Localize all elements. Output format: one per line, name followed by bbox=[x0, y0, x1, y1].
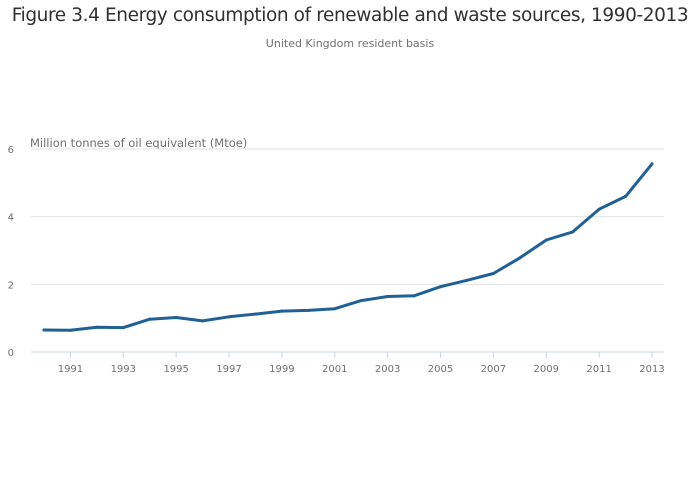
x-tick-label: 2009 bbox=[534, 364, 559, 375]
data-point[interactable] bbox=[201, 319, 205, 323]
x-tick-label: 2011 bbox=[586, 364, 611, 375]
data-point[interactable] bbox=[68, 328, 72, 332]
data-point[interactable] bbox=[306, 308, 310, 312]
data-point[interactable] bbox=[597, 207, 601, 211]
x-tick-label: 2007 bbox=[481, 364, 506, 375]
x-tick-label: 1991 bbox=[58, 364, 83, 375]
data-point[interactable] bbox=[544, 238, 548, 242]
y-tick-label: 0 bbox=[8, 348, 14, 359]
x-axis: 1991 1993 1995 1997 1999 2001 2003 2005 2007 2009… bbox=[31, 351, 665, 375]
data-point[interactable] bbox=[253, 312, 257, 316]
data-point[interactable] bbox=[148, 317, 152, 321]
data-point[interactable] bbox=[386, 295, 390, 299]
x-tick-label: 1999 bbox=[269, 364, 294, 375]
data-point[interactable] bbox=[650, 162, 654, 166]
data-point[interactable] bbox=[174, 315, 178, 319]
y-axis-ticks: 0 2 4 6 bbox=[8, 145, 14, 359]
x-tick-label: 2005 bbox=[428, 364, 453, 375]
x-tick-label: 2013 bbox=[639, 364, 664, 375]
series-group bbox=[42, 162, 654, 332]
data-point[interactable] bbox=[121, 326, 125, 330]
chart-title: Figure 3.4 Energy consumption of renewab… bbox=[11, 5, 689, 26]
data-point[interactable] bbox=[280, 309, 284, 313]
data-point[interactable] bbox=[465, 278, 469, 282]
x-tick-label: 1997 bbox=[216, 364, 241, 375]
data-point[interactable] bbox=[491, 272, 495, 276]
y-tick-label: 4 bbox=[8, 213, 14, 224]
gridlines bbox=[31, 148, 664, 285]
data-point[interactable] bbox=[412, 294, 416, 298]
y-tick-label: 2 bbox=[8, 280, 14, 291]
data-point[interactable] bbox=[333, 307, 337, 311]
y-axis-label: Million tonnes of oil equivalent (Mtoe) bbox=[30, 136, 248, 150]
series-line-0 bbox=[42, 162, 654, 332]
data-point[interactable] bbox=[42, 328, 46, 332]
y-tick-label: 6 bbox=[8, 145, 14, 156]
data-point[interactable] bbox=[95, 325, 99, 329]
x-tick-label: 1993 bbox=[111, 364, 136, 375]
data-point[interactable] bbox=[624, 194, 628, 198]
data-point[interactable] bbox=[518, 256, 522, 260]
data-point[interactable] bbox=[439, 285, 443, 289]
data-point[interactable] bbox=[571, 230, 575, 234]
x-tick-label: 2003 bbox=[375, 364, 400, 375]
x-tick-label: 2001 bbox=[322, 364, 347, 375]
data-point[interactable] bbox=[359, 299, 363, 303]
chart-subtitle: United Kingdom resident basis bbox=[265, 37, 435, 50]
data-point[interactable] bbox=[227, 315, 231, 319]
x-tick-label: 1995 bbox=[163, 364, 188, 375]
